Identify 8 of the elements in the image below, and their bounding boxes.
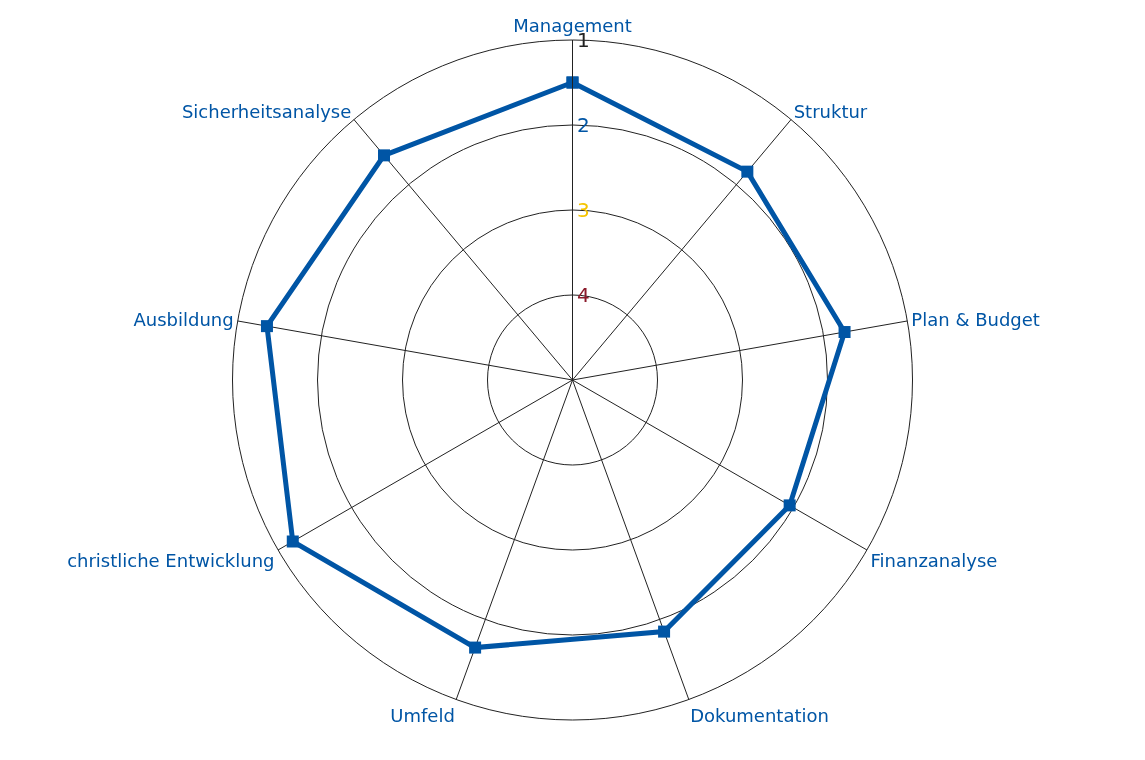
spoke-label: Struktur [793, 100, 868, 122]
spoke-label: Ausbildung [133, 308, 234, 330]
spoke-label: christliche Entwicklung [67, 549, 275, 571]
spoke-label: Sicherheitsanalyse [181, 100, 352, 122]
spoke-label: Dokumentation [690, 705, 829, 727]
spoke-label: Umfeld [390, 705, 455, 727]
spoke-label: Finanzanalyse [870, 549, 998, 571]
spoke-label: Plan & Budget [911, 308, 1040, 330]
